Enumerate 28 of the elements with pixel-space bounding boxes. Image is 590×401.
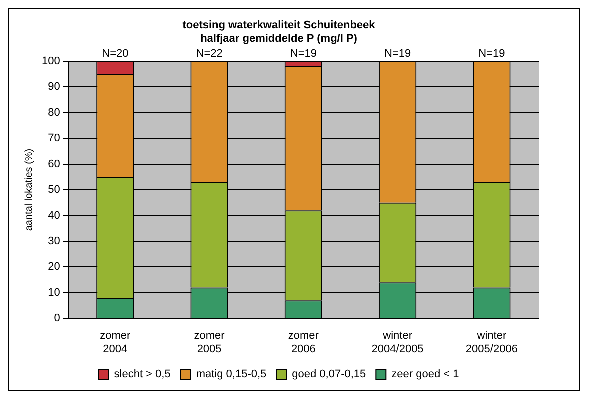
x-tick-label: zomer 2005 (194, 330, 226, 356)
y-tick-label: 10 (48, 286, 60, 299)
y-tick-label: 100 (42, 55, 60, 68)
y-tick-label: 60 (48, 158, 60, 170)
y-tick-label: 80 (48, 106, 60, 119)
y-tick-label: 20 (48, 261, 60, 274)
annotation: N=20 (102, 48, 129, 60)
y-tick-label: 70 (48, 132, 60, 145)
chart-subtitle: halfjaar gemiddelde P (mg/l P) (200, 32, 358, 45)
y-tick-label: 50 (48, 184, 60, 196)
y-tick-label: 30 (48, 235, 60, 248)
legend-label: slecht > 0,5 (114, 368, 171, 381)
x-tick-label: zomer 2006 (288, 330, 320, 356)
chart-title: toetsing waterkwaliteit Schuitenbeek (182, 20, 376, 32)
legend-label: matig 0,15-0,5 (196, 368, 267, 381)
annotation: N=22 (196, 48, 223, 60)
x-tick-label: winter 2005/2006 (466, 330, 518, 356)
y-tick-label: 90 (48, 81, 60, 94)
annotation: N=19 (478, 48, 506, 60)
x-tick-label: zomer 2004 (100, 330, 132, 356)
y-tick-label: 0 (54, 312, 60, 325)
annotation: N=19 (384, 48, 412, 60)
x-tick-label: winter 2004/2005 (372, 330, 424, 356)
y-tick-label: 40 (48, 210, 60, 222)
annotation: N=19 (290, 48, 317, 60)
legend-label: zeer goed < 1 (392, 368, 460, 381)
y-axis-title: aantal lokaties (%) (24, 148, 35, 232)
legend-label: goed 0,07-0,15 (292, 368, 366, 381)
